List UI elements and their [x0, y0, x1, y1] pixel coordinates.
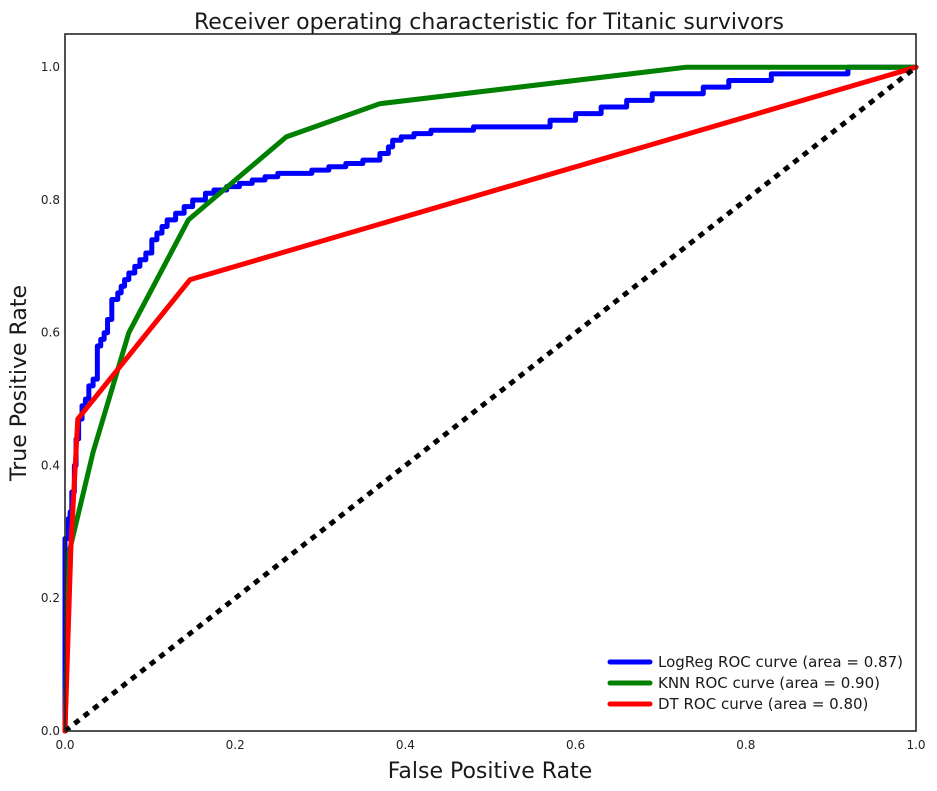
x-tick-label: 0.2 [226, 738, 245, 752]
y-tick-label: 0.0 [41, 724, 60, 738]
y-axis-title: True Positive Rate [7, 285, 32, 482]
series-line-2 [62, 64, 919, 734]
y-tick-label: 0.2 [41, 591, 60, 605]
y-axis-ticks: 0.0 0.2 0.4 0.6 0.8 1.0 [41, 60, 60, 738]
plot-frame [64, 33, 917, 732]
legend-label: DT ROC curve (area = 0.80) [658, 695, 868, 713]
x-axis-ticks: 0.0 0.2 0.4 0.6 0.8 1.0 [55, 738, 925, 752]
plot-lines-group [62, 64, 919, 734]
legend-label: KNN ROC curve (area = 0.90) [658, 674, 880, 692]
x-axis-title: False Positive Rate [388, 759, 592, 784]
x-tick-label: 0.6 [566, 738, 585, 752]
x-tick-label: 1.0 [906, 738, 925, 752]
chart-title: Receiver operating characteristic for Ti… [194, 10, 784, 35]
x-tick-label: 0.4 [396, 738, 415, 752]
y-tick-label: 1.0 [41, 60, 60, 74]
series-line-1 [62, 64, 919, 734]
legend: LogReg ROC curve (area = 0.87) KNN ROC cu… [607, 653, 903, 713]
y-tick-label: 0.4 [41, 458, 60, 472]
y-tick-label: 0.8 [41, 193, 60, 207]
x-tick-label: 0.0 [55, 738, 74, 752]
series-line-0 [62, 64, 919, 734]
chance-diagonal-line [63, 65, 918, 733]
y-tick-label: 0.6 [41, 326, 60, 340]
x-tick-label: 0.8 [736, 738, 755, 752]
legend-label: LogReg ROC curve (area = 0.87) [658, 653, 903, 671]
